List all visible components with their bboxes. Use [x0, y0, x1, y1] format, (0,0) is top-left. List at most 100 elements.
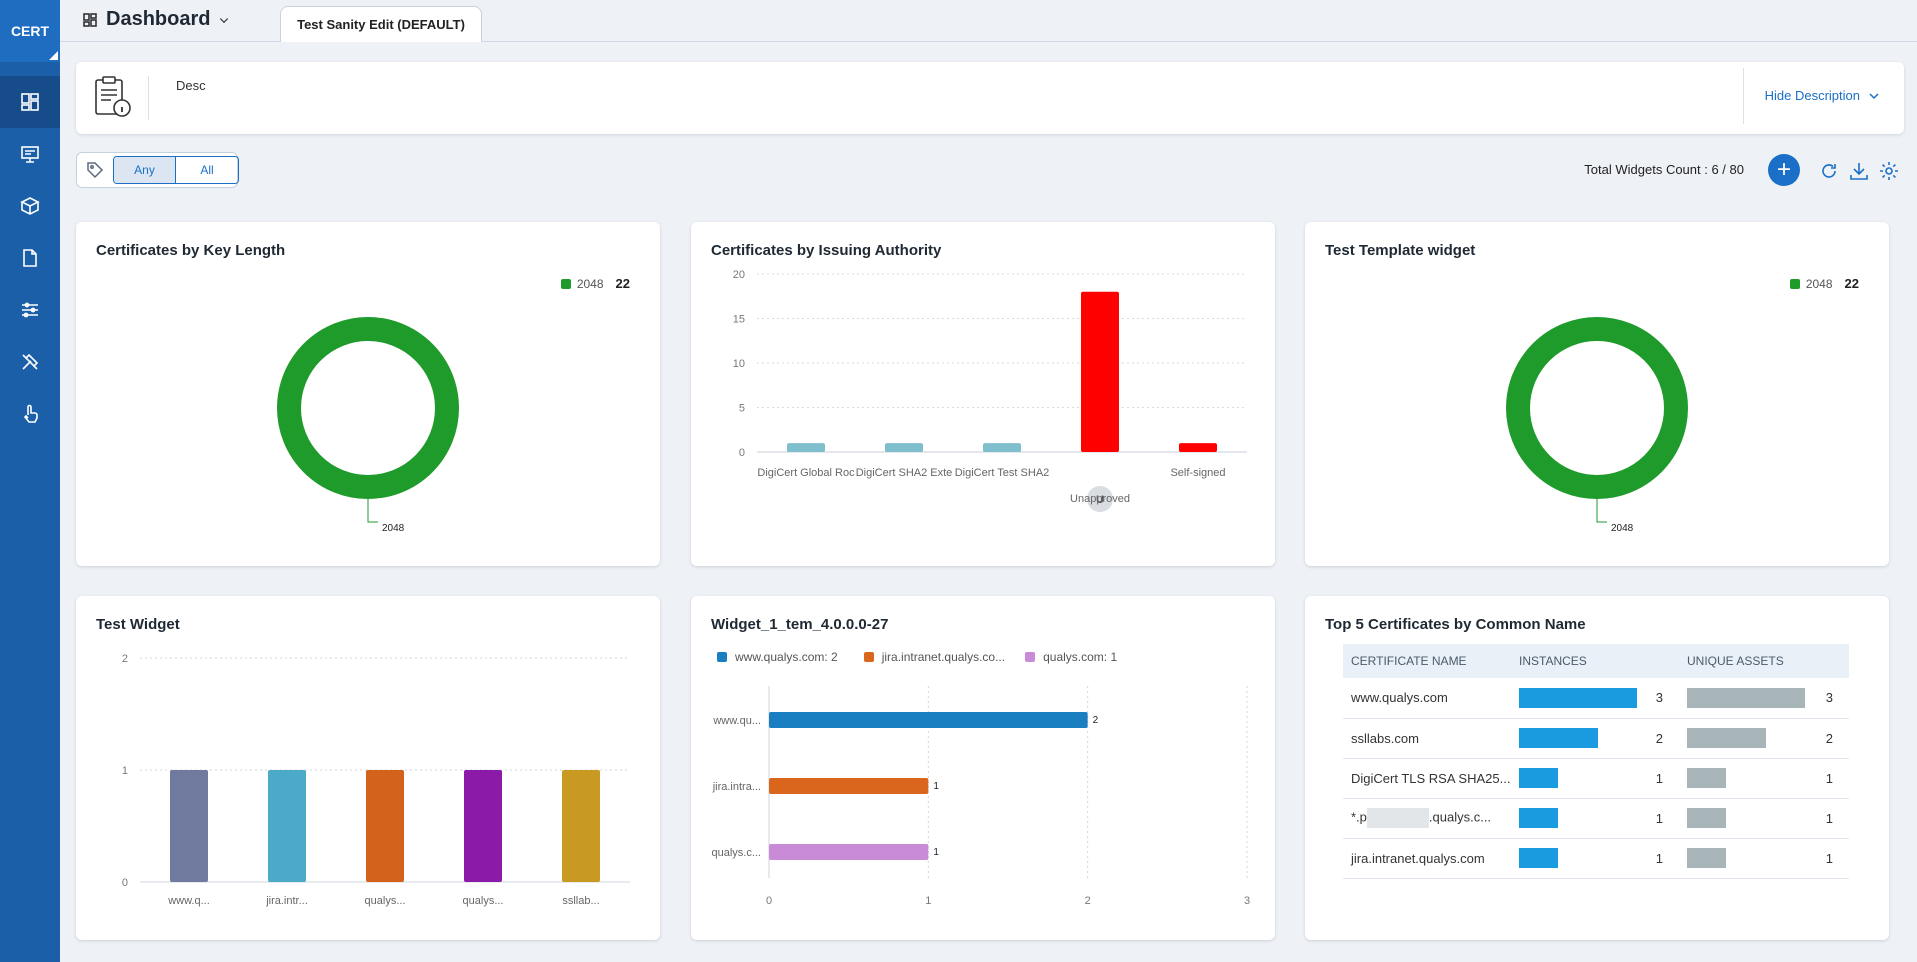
legend-label: qualys.com: 1	[1043, 650, 1118, 664]
certificate-name-cell[interactable]: *.p .qualys.c...	[1343, 798, 1511, 839]
badge-label: U	[1096, 494, 1104, 506]
tag-icon	[87, 162, 104, 179]
add-widget-button[interactable]: +	[1768, 154, 1800, 186]
sidebar-item-dashboard[interactable]	[0, 76, 60, 128]
x-tick-label: ssllab...	[562, 895, 599, 907]
bar[interactable]	[268, 770, 306, 882]
certificates-table: CERTIFICATE NAME INSTANCES UNIQUE ASSETS…	[1343, 644, 1849, 879]
x-tick-label: 1	[925, 895, 931, 907]
app-brand[interactable]: CERT	[0, 0, 60, 62]
bar[interactable]	[983, 443, 1021, 452]
widget-title: Test Template widget	[1325, 242, 1476, 259]
bar[interactable]	[562, 770, 600, 882]
settings-button[interactable]	[1878, 160, 1900, 182]
certificate-name-cell[interactable]: jira.intranet.qualys.com	[1343, 838, 1511, 879]
certificate-name-cell[interactable]: www.qualys.com	[1343, 678, 1511, 719]
data-label: 1	[933, 781, 939, 792]
x-tick-label: DigiCert Test SHA2	[955, 467, 1050, 479]
column-header-certificate-name[interactable]: CERTIFICATE NAME	[1343, 644, 1511, 678]
table-row[interactable]: www.qualys.com 3 3	[1343, 678, 1849, 719]
bar[interactable]	[170, 770, 208, 882]
any-toggle-button[interactable]: Any	[114, 157, 176, 183]
bar[interactable]	[769, 844, 929, 860]
widget-title: Certificates by Key Length	[96, 242, 286, 259]
y-tick-label: qualys.c...	[711, 847, 761, 859]
all-toggle-button[interactable]: All	[200, 163, 214, 177]
table-row[interactable]: DigiCert TLS RSA SHA25... 1 1	[1343, 758, 1849, 799]
x-tick-label: Self-signed	[1170, 467, 1225, 479]
slice-leader-line	[1596, 318, 1607, 523]
instances-bar	[1519, 768, 1559, 788]
hide-description-label: Hide Description	[1764, 88, 1860, 103]
unique-assets-bar	[1687, 728, 1766, 748]
bar[interactable]	[769, 778, 929, 794]
clipboard-info-icon	[95, 76, 131, 117]
description-text: Desc	[176, 78, 206, 93]
widget-widget-1: Widget_1_tem_4.0.0.0-27 www.qualys.com: …	[691, 596, 1275, 940]
sidebar-item-actions[interactable]	[0, 388, 60, 440]
dashboard-selector[interactable]: Dashboard	[82, 8, 230, 31]
donut-chart: 2048	[1506, 317, 1688, 534]
table-row[interactable]: *.p .qualys.c... 1 1	[1343, 798, 1849, 839]
bar[interactable]	[885, 443, 923, 452]
x-tick-label: DigiCert Global Roc	[757, 467, 855, 479]
bar[interactable]	[464, 770, 502, 882]
sidebar-item-tools[interactable]	[0, 336, 60, 388]
unique-assets-value: 1	[1825, 770, 1833, 786]
y-tick-label: 20	[733, 269, 745, 281]
widget-test-widget: Test Widget 0 1 2 www.q... jira.intr... qualy…	[76, 596, 660, 940]
document-icon	[23, 249, 37, 267]
donut-slice[interactable]	[277, 317, 459, 499]
hand-pointer-icon	[23, 404, 38, 423]
horizontal-bar-chart: 0 1 2 3 www.qu... 2 jira.intra... 1 qualys.c... 1	[711, 686, 1250, 907]
instances-bar	[1519, 728, 1598, 748]
hide-description-button[interactable]: Hide Description	[1765, 88, 1880, 103]
slice-label: 2048	[382, 523, 405, 534]
download-button[interactable]	[1848, 160, 1870, 182]
y-tick-label: www.qu...	[712, 715, 761, 727]
data-label: 1	[933, 847, 939, 858]
widget-title: Test Widget	[96, 616, 180, 633]
column-header-instances[interactable]: INSTANCES	[1511, 644, 1679, 678]
x-tick-label: qualys...	[365, 895, 406, 907]
sidebar-item-monitor[interactable]	[0, 128, 60, 180]
sidebar-item-inventory[interactable]	[0, 180, 60, 232]
dashboard-icon	[21, 93, 39, 111]
bar[interactable]	[1081, 291, 1119, 452]
instances-cell: 1	[1511, 838, 1679, 879]
unique-assets-bar	[1687, 687, 1805, 708]
unique-assets-value: 3	[1825, 690, 1833, 706]
monitor-icon	[21, 146, 39, 163]
badge	[1087, 486, 1113, 512]
column-header-unique-assets[interactable]: UNIQUE ASSETS	[1679, 644, 1849, 678]
y-tick-label: 1	[122, 765, 128, 777]
widget-test-template: Test Template widget 2048 22 2048	[1305, 222, 1889, 566]
table-row[interactable]: jira.intranet.qualys.com 1 1	[1343, 838, 1849, 879]
chart-legend: www.qualys.com: 2 jira.intranet.qualys.c…	[717, 650, 1117, 664]
sidebar-item-reports[interactable]	[0, 232, 60, 284]
unique-assets-cell: 1	[1679, 758, 1849, 799]
widget-toolbar: Any All Total Widgets Count : 6 / 80 +	[76, 152, 1904, 188]
top-bar: Dashboard Test Sanity Edit (DEFAULT)	[60, 0, 1917, 42]
y-tick-label: jira.intra...	[712, 781, 761, 793]
certificate-name-cell[interactable]: DigiCert TLS RSA SHA25...	[1343, 758, 1511, 799]
bar[interactable]	[366, 770, 404, 882]
donut-slice[interactable]	[1506, 317, 1688, 499]
refresh-icon	[1822, 164, 1836, 178]
bar[interactable]	[787, 443, 825, 452]
table-row[interactable]: ssllabs.com 2 2	[1343, 718, 1849, 759]
sidebar-item-configuration[interactable]	[0, 284, 60, 336]
bar[interactable]	[1179, 443, 1217, 452]
unique-assets-value: 1	[1825, 810, 1833, 826]
certificate-name-cell[interactable]: ssllabs.com	[1343, 718, 1511, 759]
refresh-button[interactable]	[1818, 160, 1840, 182]
legend-label: www.qualys.com: 2	[735, 650, 838, 664]
unique-assets-bar	[1687, 808, 1727, 828]
bar[interactable]	[769, 712, 1088, 728]
tab-test-sanity-edit[interactable]: Test Sanity Edit (DEFAULT)	[280, 6, 482, 42]
brand-label: CERT	[10, 23, 50, 39]
divider	[1743, 68, 1744, 124]
download-icon	[1850, 163, 1868, 180]
tag-filter: Any All	[76, 152, 239, 188]
instances-value: 1	[1655, 770, 1663, 786]
